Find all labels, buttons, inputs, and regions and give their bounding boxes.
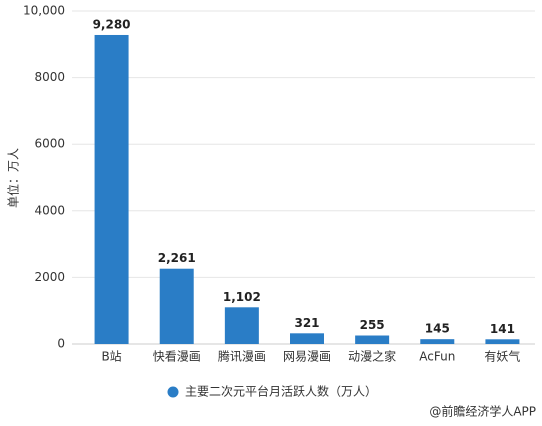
x-tick-label: B站: [101, 350, 121, 364]
bar: [485, 339, 520, 344]
x-tick-label: 有妖气: [484, 349, 520, 364]
bar: [420, 339, 455, 344]
value-label: 255: [360, 318, 385, 332]
bar: [355, 335, 390, 344]
legend-label: 主要二次元平台月活跃人数（万人）: [185, 384, 377, 399]
x-tick-label: 快看漫画: [153, 350, 201, 364]
x-tick-label: 网易漫画: [283, 350, 331, 364]
y-tick-label: 2000: [34, 270, 65, 284]
value-label: 145: [425, 322, 450, 336]
legend-marker: [167, 386, 179, 398]
bar: [159, 268, 194, 344]
x-tick-label: 腾讯漫画: [218, 349, 266, 364]
x-tick-label: 动漫之家: [348, 349, 396, 364]
x-tick-label: AcFun: [419, 350, 455, 364]
y-tick-label: 6000: [34, 137, 65, 151]
bar: [290, 333, 324, 344]
value-label: 2,261: [158, 251, 196, 265]
y-tick-label: 8000: [34, 70, 65, 84]
value-label: 1,102: [223, 290, 261, 304]
value-label: 141: [490, 322, 515, 336]
footer: @前瞻经济学人APP: [429, 404, 536, 419]
value-label: 321: [294, 316, 319, 330]
value-label: 9,280: [93, 17, 131, 31]
bar: [94, 34, 129, 344]
y-tick-label: 0: [57, 337, 65, 351]
y-axis-label: 单位：万人: [6, 148, 21, 208]
y-tick-label: 4000: [34, 203, 65, 217]
y-tick-label: 10,000: [23, 4, 65, 18]
bar: [224, 307, 259, 344]
